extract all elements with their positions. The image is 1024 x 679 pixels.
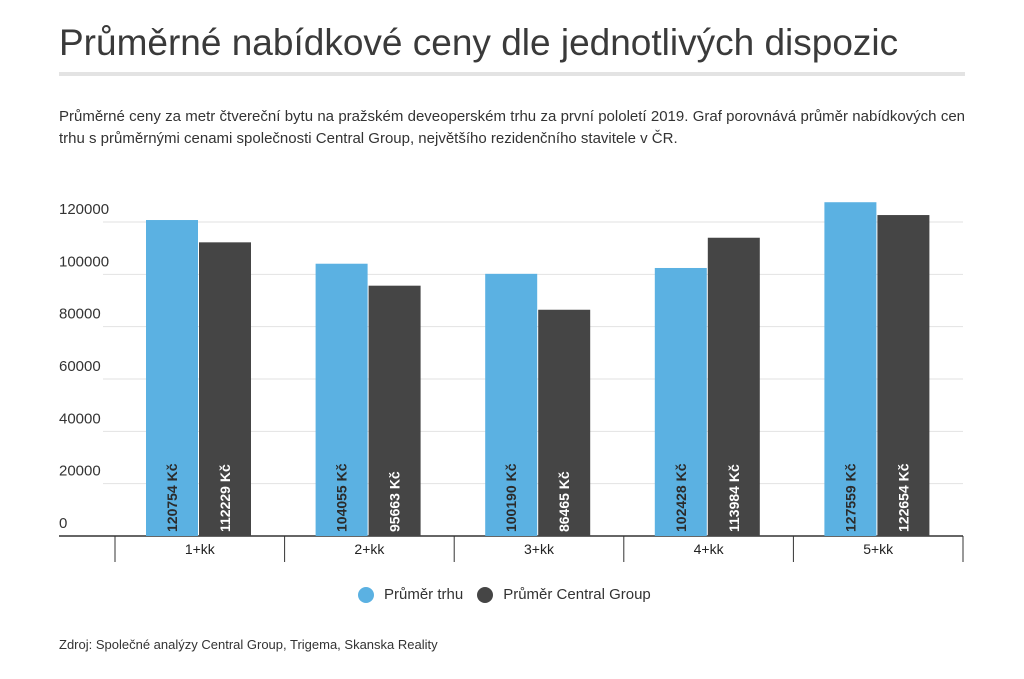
legend-swatch-central-group [477,586,494,603]
bar-central-group-2+kk [368,285,421,536]
x-tick-label: 5+kk [863,541,894,557]
data-label: 104055 Kč [334,463,350,532]
y-tick-label: 80000 [59,306,101,323]
legend-swatch-market [358,586,374,603]
y-tick-label: 0 [59,515,67,532]
bar-market-4+kk [654,267,707,536]
y-tick-label: 120000 [59,201,109,218]
x-tick-label: 2+kk [354,541,385,557]
chart-title: Průměrné nabídkové ceny dle jednotlivých… [59,22,899,63]
chart-subtitle: Průměrné ceny za metr čtvereční bytu na … [59,108,965,147]
y-tick-label: 20000 [59,463,101,480]
x-tick-label: 1+kk [185,541,216,557]
legend-label-central-group: Průměr Central Group [503,586,651,603]
data-label: 122654 Kč [895,463,911,532]
data-label: 113984 Kč [726,464,742,532]
x-tick-label: 3+kk [524,541,555,557]
bar-market-5+kk [824,202,877,536]
chart-legend: Průměr trhu Průměr Central Group [358,586,665,603]
data-label: 127559 Kč [842,463,858,532]
x-tick-label: 4+kk [694,541,725,557]
bar-market-2+kk [315,263,368,536]
data-label: 100190 Kč [503,463,519,532]
y-tick-label: 60000 [59,358,101,375]
data-label: 95663 Kč [387,471,403,532]
y-tick-label: 100000 [59,253,109,270]
data-label: 120754 Kč [164,463,180,532]
bar-market-3+kk [485,273,538,536]
title-divider [59,72,965,76]
bar-market-1+kk [146,220,198,536]
legend-label-market: Průměr trhu [384,586,464,603]
legend-item-market: Průměr trhu [358,586,463,603]
data-label: 86465 Kč [556,471,572,532]
bar-central-group-3+kk [538,309,591,536]
legend-item-central-group: Průměr Central Group [477,586,651,603]
data-label: 112229 Kč [217,464,233,532]
source-note: Zdroj: Společné analýzy Central Group, T… [59,637,438,652]
data-label: 102428 Kč [673,463,689,532]
bar-central-group-4+kk [707,237,760,536]
bar-central-group-1+kk [199,242,251,537]
y-tick-label: 40000 [59,410,101,427]
bar-central-group-5+kk [877,215,930,537]
